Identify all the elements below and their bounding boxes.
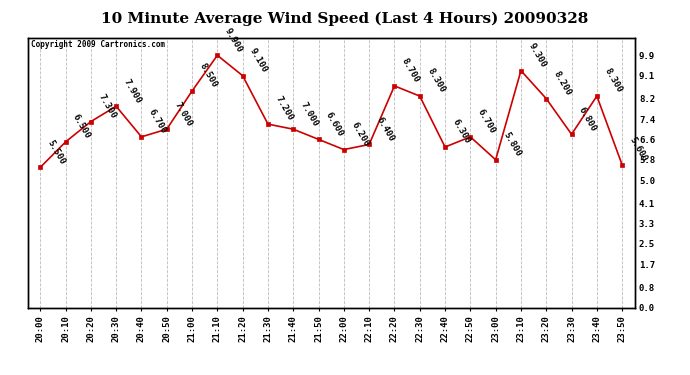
- Text: 8.500: 8.500: [197, 62, 219, 90]
- Text: 9.300: 9.300: [526, 42, 548, 69]
- Text: 8.700: 8.700: [400, 57, 421, 84]
- Text: 7.300: 7.300: [97, 92, 117, 120]
- Text: 6.400: 6.400: [375, 116, 396, 143]
- Text: 6.500: 6.500: [71, 113, 92, 141]
- Text: 8.200: 8.200: [552, 69, 573, 97]
- Text: 9.100: 9.100: [248, 46, 269, 74]
- Text: 5.800: 5.800: [501, 130, 522, 158]
- Text: 6.800: 6.800: [577, 105, 598, 133]
- Text: 6.300: 6.300: [451, 118, 472, 146]
- Text: 7.000: 7.000: [299, 100, 320, 128]
- Text: Copyright 2009 Cartronics.com: Copyright 2009 Cartronics.com: [30, 40, 165, 49]
- Text: 6.600: 6.600: [324, 110, 345, 138]
- Text: 8.300: 8.300: [602, 67, 624, 95]
- Text: 9.900: 9.900: [223, 26, 244, 54]
- Text: 10 Minute Average Wind Speed (Last 4 Hours) 20090328: 10 Minute Average Wind Speed (Last 4 Hou…: [101, 11, 589, 26]
- Text: 6.200: 6.200: [349, 120, 371, 148]
- Text: 6.700: 6.700: [147, 108, 168, 135]
- Text: 5.500: 5.500: [46, 138, 67, 166]
- Text: 7.200: 7.200: [273, 95, 295, 123]
- Text: 8.300: 8.300: [425, 67, 446, 95]
- Text: 5.600: 5.600: [628, 136, 649, 164]
- Text: 7.900: 7.900: [121, 77, 143, 105]
- Text: 6.700: 6.700: [476, 108, 497, 135]
- Text: 7.000: 7.000: [172, 100, 193, 128]
